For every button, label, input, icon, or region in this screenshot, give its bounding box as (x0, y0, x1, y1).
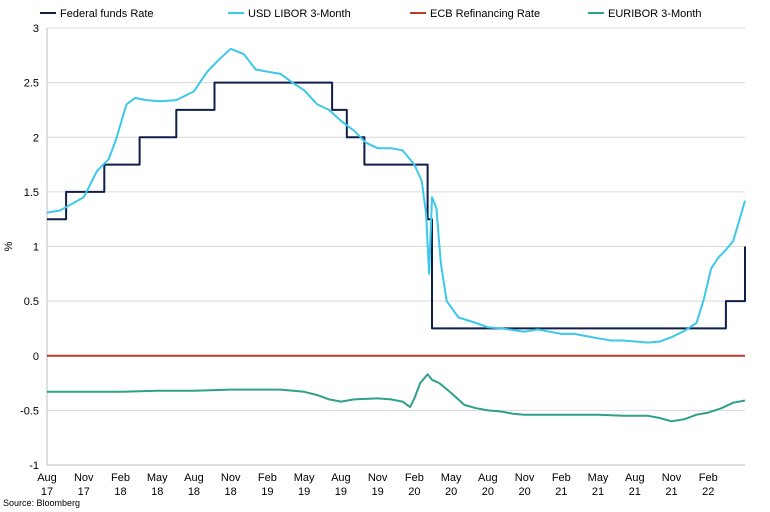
x-tick-label: Nov (74, 472, 94, 484)
legend-label: USD LIBOR 3-Month (248, 8, 351, 20)
x-tick-label: Feb (111, 472, 130, 484)
x-tick-label: 21 (629, 486, 641, 498)
x-tick-label: 20 (482, 486, 494, 498)
y-tick-label: 0 (33, 351, 39, 363)
y-tick-label: 2.5 (24, 78, 39, 90)
x-tick-label: Feb (405, 472, 424, 484)
x-tick-label: Aug (625, 472, 645, 484)
x-tick-label: May (294, 472, 315, 484)
x-tick-label: 18 (188, 486, 200, 498)
x-tick-label: 18 (151, 486, 163, 498)
y-tick-label: 1 (33, 242, 39, 254)
y-tick-label: 1.5 (24, 187, 39, 199)
x-tick-label: Nov (368, 472, 388, 484)
y-tick-label: 2 (33, 132, 39, 144)
x-tick-label: Nov (221, 472, 241, 484)
x-tick-label: 17 (41, 486, 53, 498)
legend-label: EURIBOR 3-Month (608, 8, 702, 20)
x-tick-label: 20 (445, 486, 457, 498)
x-tick-label: 19 (298, 486, 310, 498)
x-tick-label: Nov (662, 472, 682, 484)
x-tick-label: 20 (408, 486, 420, 498)
x-tick-label: May (441, 472, 462, 484)
x-tick-label: 19 (372, 486, 384, 498)
x-tick-label: Aug (184, 472, 204, 484)
x-tick-label: Feb (258, 472, 277, 484)
y-tick-label: 3 (33, 23, 39, 35)
legend-label: ECB Refinancing Rate (430, 8, 540, 20)
legend-label: Federal funds Rate (60, 8, 154, 20)
series-line-federal-funds-rate (47, 81, 746, 330)
x-tick-label: Feb (552, 472, 571, 484)
x-tick-label: 21 (665, 486, 677, 498)
x-tick-label: Nov (515, 472, 535, 484)
x-tick-label: 22 (702, 486, 714, 498)
y-tick-label: -0.5 (20, 405, 39, 417)
x-tick-label: 21 (555, 486, 567, 498)
x-tick-label: 20 (518, 486, 530, 498)
x-tick-label: May (588, 472, 609, 484)
x-tick-label: 19 (335, 486, 347, 498)
x-tick-label: Aug (331, 472, 351, 484)
source-note: Source: Bloomberg (3, 498, 80, 508)
y-axis-label: % (3, 241, 15, 251)
x-tick-label: 17 (78, 486, 90, 498)
x-tick-label: 18 (114, 486, 126, 498)
x-tick-label: 18 (225, 486, 237, 498)
x-tick-label: Feb (699, 472, 718, 484)
x-tick-label: 19 (261, 486, 273, 498)
series-line-usd-libor-3-month (46, 47, 746, 344)
x-tick-label: May (147, 472, 168, 484)
x-tick-label: Aug (37, 472, 57, 484)
x-tick-label: Aug (478, 472, 498, 484)
series-line-euribor-3-month (47, 373, 746, 423)
x-tick-label: 21 (592, 486, 604, 498)
y-tick-label: -1 (29, 460, 39, 472)
y-tick-label: 0.5 (24, 296, 39, 308)
